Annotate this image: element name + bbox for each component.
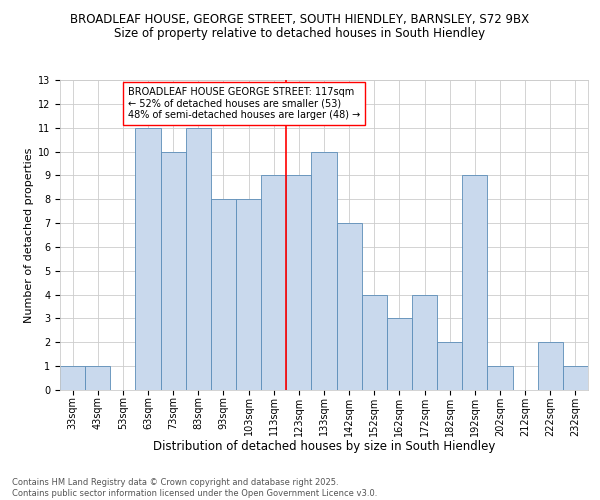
Bar	[136, 128, 161, 390]
Bar	[286, 176, 311, 390]
Bar	[387, 318, 412, 390]
Bar	[60, 366, 85, 390]
Bar	[236, 199, 261, 390]
Text: BROADLEAF HOUSE, GEORGE STREET, SOUTH HIENDLEY, BARNSLEY, S72 9BX: BROADLEAF HOUSE, GEORGE STREET, SOUTH HI…	[70, 12, 530, 26]
Bar	[362, 294, 387, 390]
Text: BROADLEAF HOUSE GEORGE STREET: 117sqm
← 52% of detached houses are smaller (53)
: BROADLEAF HOUSE GEORGE STREET: 117sqm ← …	[128, 87, 360, 120]
Bar	[563, 366, 588, 390]
Bar	[186, 128, 211, 390]
Bar	[462, 176, 487, 390]
Bar	[85, 366, 110, 390]
Bar	[487, 366, 512, 390]
Bar	[337, 223, 362, 390]
Bar	[311, 152, 337, 390]
Bar	[161, 152, 186, 390]
Bar	[261, 176, 286, 390]
Bar	[211, 199, 236, 390]
X-axis label: Distribution of detached houses by size in South Hiendley: Distribution of detached houses by size …	[153, 440, 495, 453]
Text: Contains HM Land Registry data © Crown copyright and database right 2025.
Contai: Contains HM Land Registry data © Crown c…	[12, 478, 377, 498]
Bar	[538, 342, 563, 390]
Bar	[412, 294, 437, 390]
Y-axis label: Number of detached properties: Number of detached properties	[24, 148, 34, 322]
Bar	[437, 342, 462, 390]
Text: Size of property relative to detached houses in South Hiendley: Size of property relative to detached ho…	[115, 28, 485, 40]
